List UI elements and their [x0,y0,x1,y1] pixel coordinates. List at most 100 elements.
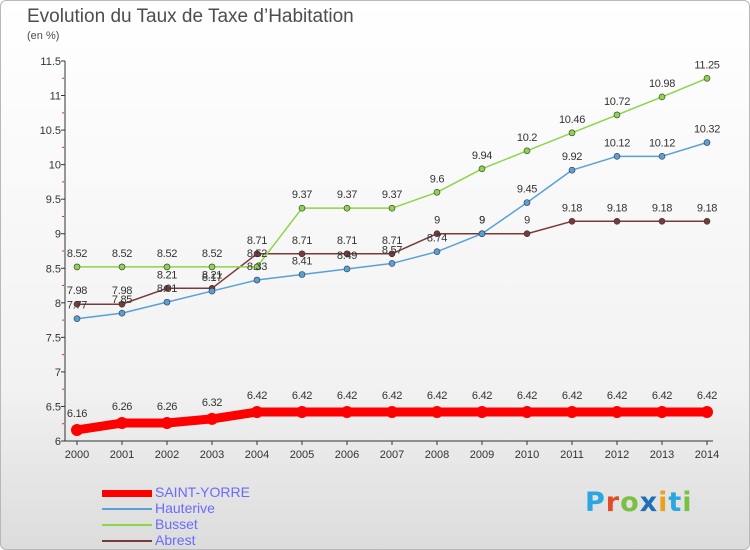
y-tick-label: 6 [55,436,61,448]
data-point [73,315,81,323]
legend-swatch-busset [102,524,152,526]
data-point [253,263,261,271]
data-label: 10.2 [517,132,537,144]
data-point [433,230,441,238]
data-point [388,204,396,212]
data-point [73,300,81,308]
brand-letter: o [620,487,640,518]
data-label: 9.37 [292,189,312,201]
data-label: 8.17 [202,272,222,284]
data-point [341,405,353,418]
brand-letter: P [585,487,606,518]
x-tick-label: 2009 [470,449,494,461]
data-point [703,217,711,225]
data-label: 6.42 [607,390,627,402]
data-label: 8.21 [202,269,222,281]
data-point [208,263,216,271]
x-tick-label: 2012 [605,449,629,461]
data-point [478,230,486,238]
data-point [118,300,126,308]
x-tick-label: 2011 [560,449,584,461]
brand-letter: x [639,487,659,518]
x-tick-label: 2013 [650,449,674,461]
data-point [568,129,576,137]
data-label: 7.98 [112,285,132,297]
data-point [523,230,531,238]
data-label: 9.18 [607,202,627,214]
data-point [388,260,396,267]
data-label: 6.26 [157,401,177,413]
data-point [478,165,486,173]
brand-letter: t [668,487,683,518]
y-tick-label: 7.5 [46,332,61,344]
data-point [343,250,351,258]
data-label: 6.26 [112,401,132,413]
data-label: 8.52 [202,248,222,260]
data-label: 6.42 [247,390,267,402]
x-tick-label: 2005 [290,449,314,461]
data-point [343,204,351,212]
x-tick-label: 2014 [695,449,719,461]
data-point [658,153,666,160]
data-point [71,423,83,436]
data-label: 9 [434,215,440,227]
data-label: 6.42 [337,390,357,402]
data-label: 9.37 [382,189,402,201]
data-point [298,271,306,278]
brand-letter: r [605,487,621,518]
data-label: 8.21 [157,269,177,281]
data-point [521,405,533,418]
data-label: 10.12 [604,137,630,149]
legend-swatch-abrest [102,540,152,542]
brand-letter: i [658,487,669,518]
data-label: 8.57 [382,244,402,256]
data-point [431,405,443,418]
x-tick-label: 2008 [425,449,449,461]
data-label: 10.98 [649,78,675,90]
legend-item-busset: Busset [99,516,319,533]
data-label: 8.52 [67,248,87,260]
data-label: 6.42 [697,390,717,402]
data-point [703,74,711,82]
data-label: 10.72 [604,96,630,108]
data-label: 9.18 [652,202,672,214]
data-label: 6.42 [517,390,537,402]
data-point [433,188,441,196]
data-point [206,412,218,425]
data-point [566,405,578,418]
data-label: 6.42 [427,390,447,402]
legend-label-hauterive: Hauterive [155,500,215,516]
data-label: 8.41 [292,255,312,267]
data-point [296,405,308,418]
legend-item-abrest: Abrest [99,532,319,549]
data-label: 10.46 [559,114,585,126]
data-point [208,287,216,295]
data-label: 8.01 [157,283,177,295]
data-point [568,166,576,174]
data-label: 9.45 [517,184,537,196]
x-tick-label: 2004 [245,449,269,461]
x-tick-label: 2000 [65,449,89,461]
data-label: 8.33 [247,261,267,273]
data-point [163,285,171,292]
y-tick-label: 10 [49,160,61,172]
x-tick-label: 2002 [155,449,179,461]
data-label: 9.18 [562,202,582,214]
data-label: 6.32 [202,397,222,409]
data-label: 8.52 [157,248,177,260]
data-label: 11.25 [694,59,719,71]
legend-item-hauterive: Hauterive [99,500,319,517]
proxiti-logo: Proxiti [585,487,693,518]
data-point [568,217,576,225]
data-label: 8.71 [292,235,312,247]
data-label: 6.42 [652,390,672,402]
data-label: 6.42 [562,390,582,402]
legend-swatch-hauterive [102,508,152,510]
data-point [658,93,666,101]
y-tick-label: 8 [55,298,61,310]
data-label: 8.71 [247,235,267,247]
y-tick-label: 10.5 [40,125,61,137]
data-point [658,217,666,225]
y-tick-label: 9.5 [46,194,61,206]
